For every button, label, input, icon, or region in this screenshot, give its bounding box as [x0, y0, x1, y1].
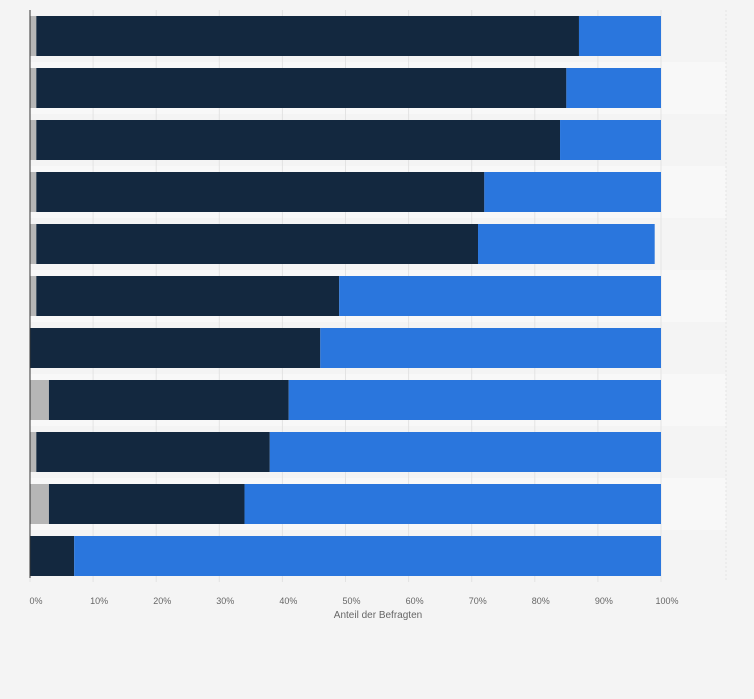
bar-segment-series-3: [288, 380, 661, 420]
bar-segment-series-3: [74, 536, 662, 576]
bar-segment-series-2: [30, 536, 75, 576]
bar-segment-series-1: [30, 172, 37, 212]
x-tick-label: 70%: [469, 596, 487, 606]
bar-segment-series-1: [30, 16, 37, 56]
x-tick-label: 50%: [342, 596, 360, 606]
bar-segment-series-1: [30, 120, 37, 160]
bar-segment-series-3: [478, 224, 655, 264]
bar-segment-series-2: [30, 328, 321, 368]
x-tick-label: 90%: [595, 596, 613, 606]
x-tick-label: 0%: [29, 596, 42, 606]
bar-segment-series-2: [36, 172, 485, 212]
bar-segment-series-2: [36, 432, 270, 472]
bar-segment-series-3: [560, 120, 661, 160]
bar-segment-series-1: [30, 484, 49, 524]
bar-segment-series-1: [30, 380, 49, 420]
bar-segment-series-3: [320, 328, 661, 368]
bar-segment-series-3: [566, 68, 661, 108]
bar-segment-series-2: [36, 224, 479, 264]
x-tick-label: 20%: [153, 596, 171, 606]
bar-segment-series-3: [244, 484, 662, 524]
bar-segment-series-2: [36, 16, 579, 56]
bar-segment-series-1: [30, 68, 37, 108]
bar-segment-series-2: [48, 380, 289, 420]
bar-segment-series-2: [36, 120, 561, 160]
bar-segment-series-2: [36, 276, 340, 316]
x-tick-label: 100%: [655, 596, 678, 606]
bar-segment-series-1: [30, 276, 37, 316]
bar-segment-series-1: [30, 432, 37, 472]
bar-segment-series-2: [48, 484, 245, 524]
x-axis-title: Anteil der Befragten: [334, 610, 422, 621]
x-tick-label: 10%: [90, 596, 108, 606]
bar-segment-series-2: [36, 68, 567, 108]
x-tick-label: 60%: [406, 596, 424, 606]
bar-segment-series-3: [578, 16, 661, 56]
x-tick-label: 40%: [279, 596, 297, 606]
bars: [30, 16, 662, 576]
bar-segment-series-3: [269, 432, 661, 472]
x-tick-label: 80%: [532, 596, 550, 606]
bar-segment-series-3: [484, 172, 661, 212]
bar-segment-series-1: [30, 224, 37, 264]
x-tick-label: 30%: [216, 596, 234, 606]
x-axis-ticks: 0% 10% 20% 30% 40% 50% 60% 70% 80% 90% 100%: [29, 596, 678, 606]
bar-segment-series-3: [339, 276, 661, 316]
